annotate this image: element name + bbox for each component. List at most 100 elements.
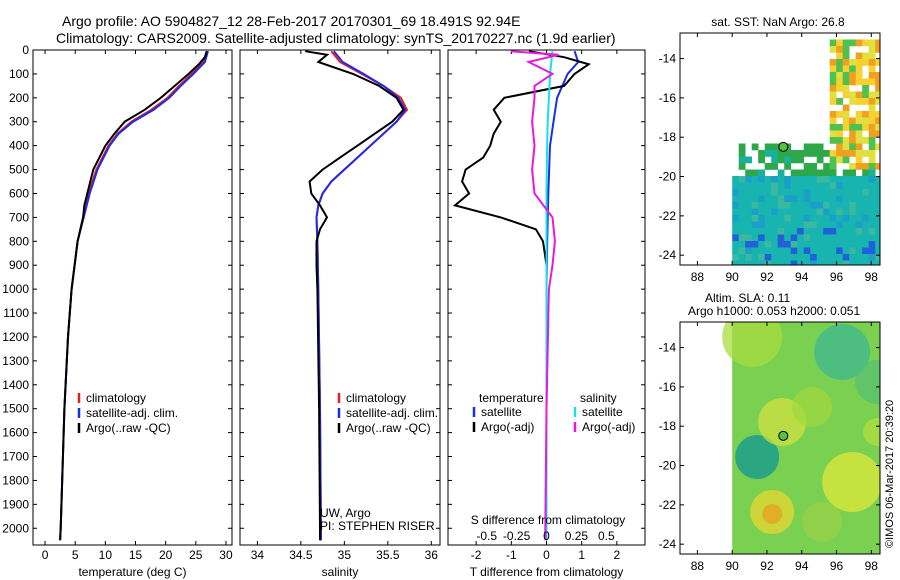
- map-cell: [868, 124, 876, 131]
- y-tick-label: 1900: [2, 497, 29, 511]
- map-cell: [790, 169, 798, 177]
- map-cell: [862, 169, 869, 177]
- map-cell: [758, 247, 765, 255]
- map-cell: [816, 150, 824, 157]
- legend-label: satellite: [582, 405, 623, 419]
- map-cell: [784, 182, 791, 190]
- map-cell: [797, 195, 804, 203]
- map-cell: [732, 228, 739, 235]
- map-cell: [732, 202, 739, 209]
- legend-label: climatology: [86, 391, 146, 405]
- map-cell: [855, 202, 863, 209]
- map-cell: [816, 241, 824, 248]
- map-cell: [803, 163, 811, 170]
- legend-label: Argo(..raw -QC): [346, 421, 431, 435]
- map-cell: [784, 189, 791, 196]
- map-cell: [836, 156, 843, 164]
- map-cell: [875, 59, 880, 66]
- x-tick-label: 98: [865, 559, 879, 573]
- top-tick-label: -0.5: [476, 529, 497, 543]
- map-cell: [842, 39, 850, 47]
- map-cell: [842, 72, 850, 79]
- map-cell: [738, 221, 746, 229]
- plot-frame-temperature: [32, 49, 233, 546]
- map-cell: [842, 221, 850, 229]
- legend-label: Argo(..raw -QC): [86, 421, 171, 435]
- map-cell: [751, 260, 759, 265]
- map-cell: [810, 221, 817, 229]
- map-cell: [771, 254, 778, 261]
- map-cell: [803, 241, 811, 248]
- map-cell: [784, 150, 791, 157]
- map-cell: [745, 234, 752, 242]
- legend-header: temperature: [479, 391, 544, 405]
- map-cell: [784, 241, 791, 248]
- map-cell: [771, 195, 778, 203]
- map-cell: [862, 260, 869, 265]
- x-tick-label: 88: [691, 270, 705, 284]
- map-cell: [836, 254, 843, 261]
- map-cell: [868, 150, 876, 157]
- map-cell: [855, 130, 863, 138]
- map-cell: [816, 247, 824, 255]
- map-cell: [842, 208, 850, 216]
- map-cell: [836, 143, 843, 151]
- map-cell: [810, 176, 817, 183]
- y-tick-label: 800: [9, 234, 29, 248]
- map-cell: [842, 260, 850, 265]
- map-cell: [790, 202, 798, 209]
- map-cell: [745, 215, 752, 222]
- map-cell: [842, 241, 850, 248]
- map-cell: [816, 169, 824, 177]
- map-cell: [751, 254, 759, 261]
- map-cell: [810, 202, 817, 209]
- x-tick-label: 35: [338, 548, 352, 562]
- map-cell: [790, 156, 798, 164]
- map-cell: [842, 85, 850, 92]
- x-tick-label: 2: [614, 548, 621, 562]
- map-cell: [777, 247, 785, 255]
- map-cell: [868, 98, 876, 105]
- map-cell: [868, 39, 876, 47]
- map-cell: [764, 247, 772, 255]
- map-cell: [764, 182, 772, 190]
- y-tick-label: -16: [659, 380, 677, 394]
- map-frame-sla: [679, 321, 881, 555]
- map-cell: [829, 254, 837, 261]
- map-cell: [758, 208, 765, 216]
- map-cell: [836, 260, 843, 265]
- y-tick-label: 1500: [2, 402, 29, 416]
- map-cell: [810, 234, 817, 242]
- map-cell: [855, 137, 863, 144]
- map-cell: [849, 247, 856, 255]
- map-cells-sla: [722, 322, 880, 554]
- map-cell: [875, 46, 880, 53]
- map-cell: [855, 254, 863, 261]
- map-cell: [868, 91, 876, 99]
- y-tick-label: -14: [659, 52, 677, 66]
- map-cell: [829, 72, 837, 79]
- map-cell: [855, 189, 863, 196]
- map-cell: [777, 241, 785, 248]
- map-cell: [797, 221, 804, 229]
- map-cell: [816, 260, 824, 265]
- map-cell: [836, 195, 843, 203]
- map-cell: [823, 202, 830, 209]
- map-cell: [829, 117, 837, 125]
- map-cell: [816, 202, 824, 209]
- map-cell: [836, 78, 843, 86]
- x-tick-label: 90: [725, 559, 739, 573]
- x-tick-label: 88: [691, 559, 705, 573]
- map-cell: [777, 195, 785, 203]
- map-cell: [849, 169, 856, 177]
- map-cell: [875, 247, 880, 255]
- map-cell: [732, 182, 739, 190]
- map-cell: [777, 260, 785, 265]
- legend-label: Argo(-adj): [582, 420, 635, 434]
- map-cell: [803, 189, 811, 196]
- map-cell: [816, 143, 824, 151]
- map-cell: [758, 150, 765, 157]
- map-cell: [758, 241, 765, 248]
- map-cell: [862, 176, 869, 183]
- map-cell: [868, 65, 876, 73]
